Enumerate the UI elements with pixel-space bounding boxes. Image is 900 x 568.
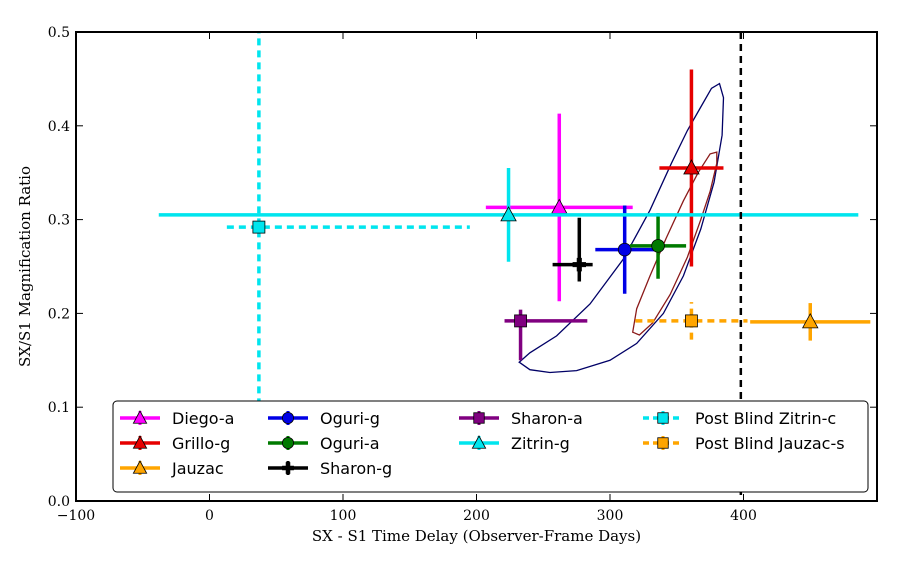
outer-contour bbox=[518, 82, 725, 374]
legend-marker bbox=[132, 410, 148, 424]
legend-label: Grillo-g bbox=[172, 434, 230, 453]
legend-entry-grillo-g: Grillo-g bbox=[120, 434, 230, 453]
x-tick-label: 0 bbox=[205, 508, 214, 524]
legend: Diego-a Grillo-g Jauzac Oguri-g Oguri-a Sharo… bbox=[112, 400, 869, 493]
data-point-marker bbox=[500, 206, 517, 222]
legend-label: Oguri-g bbox=[320, 409, 380, 428]
data-point-marker bbox=[617, 242, 632, 257]
legend-label: Post Blind Jauzac-s bbox=[695, 434, 845, 453]
data-point-marker bbox=[683, 159, 700, 175]
x-tick-label: 200 bbox=[463, 508, 490, 524]
legend-entry-sharon-g: Sharon-g bbox=[268, 459, 392, 478]
legend-marker bbox=[471, 435, 487, 449]
legend-label: Diego-a bbox=[172, 409, 234, 428]
x-tick-label: 300 bbox=[597, 508, 624, 524]
legend-marker bbox=[657, 437, 669, 449]
legend-entry-oguri-g: Oguri-g bbox=[268, 409, 380, 428]
y-tick-label: 0.5 bbox=[48, 25, 70, 41]
legend-entry-jauzac: Jauzac bbox=[120, 459, 224, 478]
series-oguri-a bbox=[630, 213, 687, 279]
data-point-marker bbox=[514, 314, 527, 328]
legend-label: Sharon-g bbox=[320, 459, 392, 478]
x-tick-label: 100 bbox=[330, 508, 357, 524]
x-axis-label: SX - S1 Time Delay (Observer-Frame Days) bbox=[312, 527, 641, 545]
legend-marker bbox=[473, 412, 485, 424]
legend-marker bbox=[281, 436, 294, 449]
series-grillo-g bbox=[659, 69, 724, 267]
y-tick-label: 0.3 bbox=[48, 213, 70, 229]
series-oguri-g bbox=[595, 205, 655, 294]
legend-entry-diego-a: Diego-a bbox=[120, 409, 234, 428]
legend-marker bbox=[132, 435, 148, 449]
legend-entry-sharon-a: Sharon-a bbox=[459, 409, 583, 428]
y-tick-label: 0.1 bbox=[48, 400, 70, 416]
legend-entry-post-blind-zitrin-c: Post Blind Zitrin-c bbox=[643, 409, 836, 428]
legend-entry-zitrin-g: Zitrin-g bbox=[459, 434, 570, 453]
series-sharon-g bbox=[552, 217, 593, 282]
series-sharon-a bbox=[504, 309, 588, 361]
legend-label: Sharon-a bbox=[511, 409, 583, 428]
data-point-marker bbox=[572, 257, 586, 272]
legend-marker bbox=[281, 411, 294, 424]
legend-label: Jauzac bbox=[171, 459, 224, 478]
series-jauzac bbox=[750, 303, 871, 341]
legend-label: Oguri-a bbox=[320, 434, 380, 453]
data-point-marker bbox=[685, 314, 698, 328]
legend-entry-post-blind-jauzac-s: Post Blind Jauzac-s bbox=[643, 434, 845, 453]
series-layer bbox=[158, 32, 871, 406]
x-tick-label: −100 bbox=[57, 508, 95, 524]
y-tick-label: 0.2 bbox=[48, 306, 70, 322]
y-tick-label: 0.0 bbox=[48, 494, 70, 510]
ticks-layer: −100 0 100 200 300 400 0.0 0.1 0.2 0.3 0.4 0.5 bbox=[48, 25, 877, 524]
legend-entry-oguri-a: Oguri-a bbox=[268, 434, 380, 453]
legend-label: Zitrin-g bbox=[511, 434, 570, 453]
data-point-marker bbox=[801, 313, 819, 329]
legend-marker bbox=[657, 412, 669, 424]
data-point-marker bbox=[252, 220, 266, 234]
x-tick-label: 400 bbox=[730, 508, 757, 524]
y-axis-label: SX/S1 Magnification Ratio bbox=[16, 166, 34, 367]
legend-marker bbox=[132, 460, 148, 474]
data-point-marker bbox=[651, 239, 665, 253]
legend-label: Post Blind Zitrin-c bbox=[695, 409, 836, 428]
y-tick-label: 0.4 bbox=[48, 119, 70, 135]
legend-marker bbox=[282, 462, 294, 474]
series-post-blind-jauzac-s bbox=[635, 302, 748, 340]
series-post-blind-zitrin-c bbox=[226, 32, 470, 406]
